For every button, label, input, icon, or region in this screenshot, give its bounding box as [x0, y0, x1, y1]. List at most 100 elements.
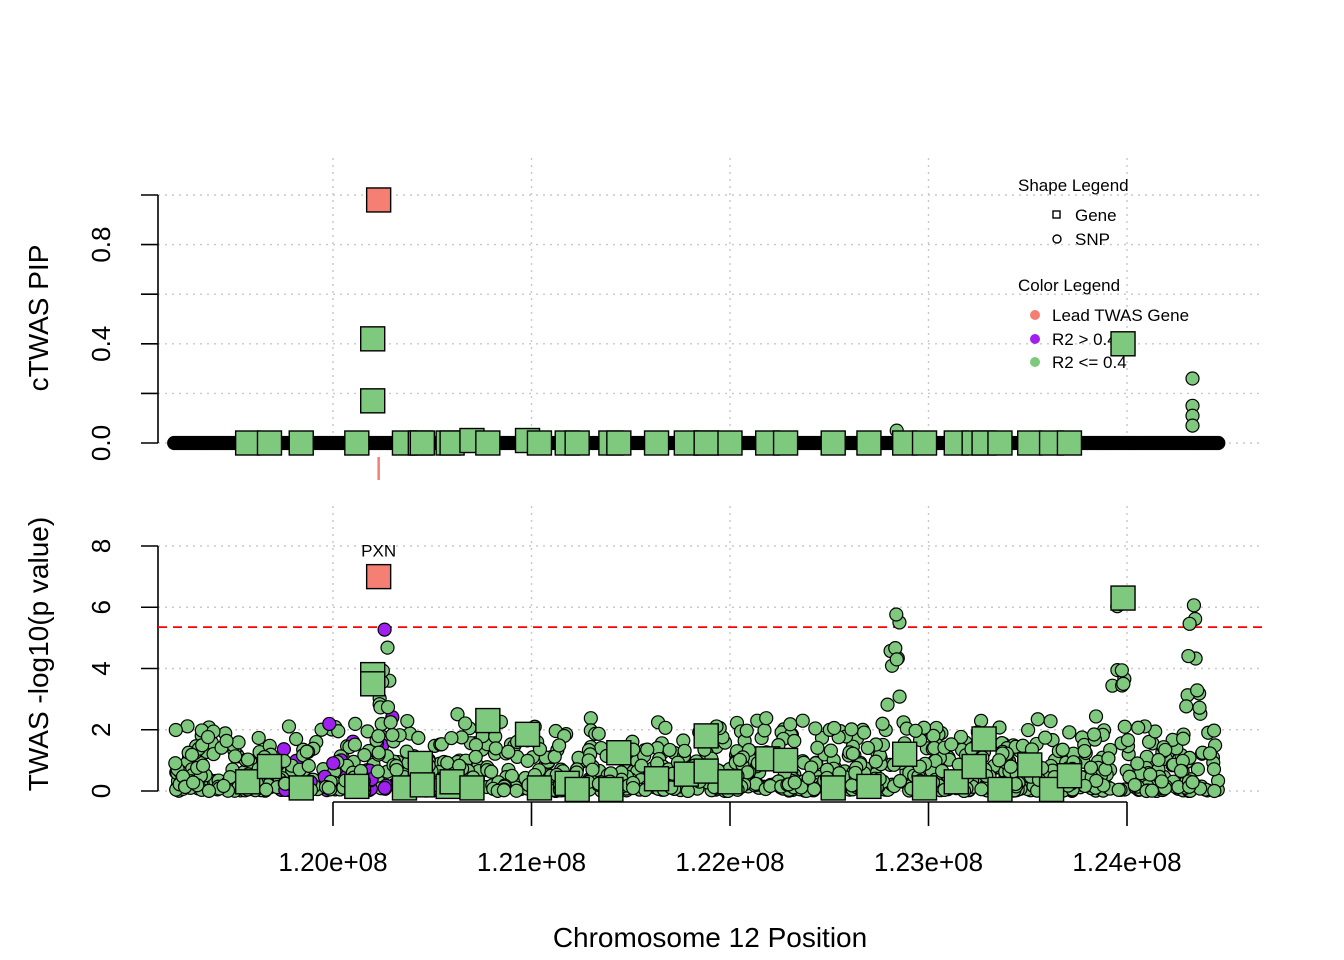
snp-point [640, 742, 655, 757]
snp-point [276, 742, 291, 757]
snp-point [1190, 683, 1205, 698]
snp-point [184, 747, 200, 762]
shape-legend-gene: Gene [1075, 206, 1117, 225]
snp-point [801, 770, 816, 785]
gene-square [856, 773, 882, 800]
gene-square [911, 430, 938, 456]
snp-point [509, 783, 524, 798]
snp-point [380, 640, 395, 655]
snp-point [1038, 730, 1053, 745]
snp-point [444, 730, 459, 746]
snp-point [195, 758, 211, 773]
gene-square [643, 430, 670, 456]
snp-point [783, 717, 798, 732]
snp-point [1141, 734, 1157, 749]
snp-point [219, 733, 234, 749]
x-tick-label: 1.23e+08 [874, 847, 983, 877]
gene-square [234, 769, 261, 795]
x-tick-label: 1.24e+08 [1072, 847, 1181, 877]
gene-square [360, 326, 386, 352]
snp-point [385, 727, 400, 743]
gene-square [1017, 430, 1043, 456]
snp-point [1186, 598, 1202, 613]
gene-square [344, 430, 370, 456]
top-panel-y-label: cTWAS PIP [23, 245, 54, 392]
snp-point [889, 607, 904, 622]
snp-point [1154, 774, 1169, 789]
gene-square [256, 753, 283, 780]
snp-point [200, 729, 216, 745]
snp-point [440, 755, 455, 770]
snp-point [501, 744, 516, 759]
gene-square [1110, 331, 1136, 357]
snp-point [908, 723, 923, 738]
gene-square [717, 430, 743, 456]
snp-point [301, 758, 316, 773]
snp-point [1055, 742, 1070, 757]
snp-point [1062, 725, 1077, 740]
snp-point [1144, 783, 1160, 798]
gene-square [1110, 585, 1136, 611]
snp-point [371, 745, 386, 760]
overlay-genes [1110, 331, 1136, 357]
snp-point [823, 743, 838, 758]
snp-point [1021, 722, 1036, 738]
snp-point [1181, 648, 1196, 664]
x-tick-label: 1.20e+08 [278, 847, 387, 877]
snp-point [370, 764, 385, 779]
snp-point [757, 723, 772, 738]
snp-point [1211, 435, 1226, 451]
snp-point [240, 752, 256, 767]
color-legend-r2-low: R2 <= 0.4 [1052, 353, 1127, 372]
snp-point [1190, 762, 1206, 777]
gene-square [234, 430, 261, 456]
snp-point [389, 762, 404, 778]
snp-point [289, 731, 304, 747]
gene-square [961, 753, 987, 780]
bottom-y-tick-label: 4 [86, 661, 116, 675]
snp-point [168, 756, 183, 771]
snp-point [1111, 782, 1126, 797]
snp-point [326, 756, 341, 771]
snp-point [1130, 756, 1145, 771]
snp-point [458, 716, 473, 731]
snp-point [411, 730, 426, 745]
snp-point [450, 707, 465, 722]
snp-point [216, 778, 231, 794]
top-y-tick-label: 0.4 [86, 326, 116, 362]
snp-point [991, 753, 1007, 768]
gene-square [820, 430, 846, 456]
gene-square [856, 430, 882, 456]
snp-point [739, 723, 754, 738]
snp-point [201, 783, 217, 798]
top-y-tick-label: 0.8 [86, 227, 116, 263]
gene-square [717, 769, 743, 795]
snp-point [1083, 760, 1099, 775]
gene-square [360, 671, 386, 697]
snp-point [377, 622, 392, 637]
snp-point [787, 733, 802, 749]
snp-point [1151, 752, 1166, 768]
snp-point [1192, 700, 1207, 715]
snp-point [1116, 676, 1131, 691]
gene-square-icon [1052, 210, 1061, 219]
lead-gene-label: PXN [361, 542, 396, 561]
gene-square [1056, 762, 1083, 789]
gene-square [693, 758, 719, 784]
gene-square [643, 766, 670, 792]
gene-square [256, 430, 283, 456]
snp-circle-icon [1052, 234, 1062, 244]
snp-point [1086, 727, 1102, 742]
bottom-y-tick-label: 6 [86, 600, 116, 614]
gene-square [971, 726, 997, 752]
snp-point [856, 725, 872, 740]
snp-point [1117, 719, 1132, 734]
snp-point [892, 689, 907, 704]
lead-gene-color-icon [1030, 310, 1040, 320]
snp-point [759, 711, 774, 726]
gene-square [409, 772, 436, 798]
snp-point [974, 782, 989, 797]
color-legend-lead: Lead TWAS Gene [1052, 306, 1189, 325]
color-legend-r2-high: R2 > 0.4 [1052, 330, 1117, 349]
